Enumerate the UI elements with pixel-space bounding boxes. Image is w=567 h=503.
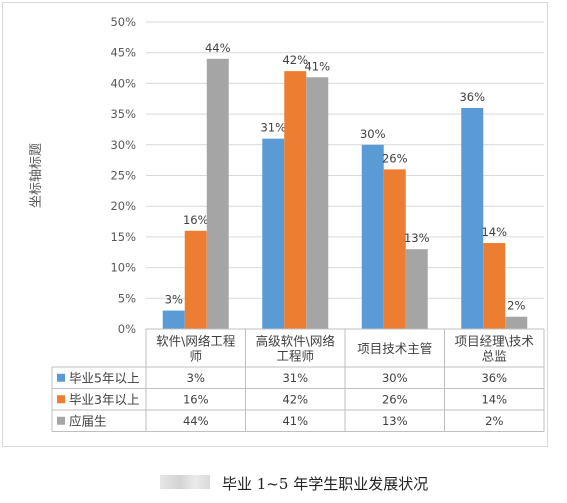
data-label: 3% [165, 293, 183, 307]
data-label: 2% [507, 299, 525, 313]
data-label: 41% [304, 59, 330, 73]
bar [206, 58, 229, 330]
bar [483, 243, 506, 329]
data-label: 13% [404, 231, 430, 245]
legend-label: 应届生 [69, 413, 107, 428]
data-label: 31% [260, 121, 286, 135]
table-cell: 16% [183, 392, 209, 406]
figure-caption: 毕业 1~5 年学生职业发展状况 [0, 470, 567, 496]
bar [284, 71, 307, 330]
bar [262, 138, 285, 329]
table-cell: 3% [187, 371, 205, 385]
table-cell: 36% [481, 371, 507, 385]
bar [405, 249, 428, 329]
category-label: 高级软件\网络 [256, 334, 336, 349]
table-cell: 41% [282, 414, 308, 428]
y-tick-label: 30% [110, 138, 136, 152]
legend-key [57, 416, 65, 425]
data-label: 36% [459, 90, 485, 104]
table-cell: 13% [382, 414, 408, 428]
bar [184, 230, 207, 329]
legend-key [57, 373, 65, 382]
data-label: 14% [481, 225, 507, 239]
data-label: 30% [360, 127, 386, 141]
table-cell: 44% [183, 414, 209, 428]
table-cell: 30% [382, 371, 408, 385]
y-tick-label: 35% [110, 107, 136, 121]
y-axis-title: 坐标轴标题 [29, 143, 44, 208]
blurred-figure-number [160, 475, 210, 489]
bar [361, 144, 384, 329]
y-tick-label: 50% [110, 15, 136, 29]
y-tick-label: 10% [110, 261, 136, 275]
data-label: 16% [183, 213, 209, 227]
y-tick-label: 0% [118, 322, 136, 336]
bar [306, 77, 329, 329]
legend-label: 毕业3年以上 [69, 392, 139, 407]
bar [162, 310, 185, 329]
bar [383, 169, 406, 329]
category-label: 总监 [482, 349, 507, 364]
bar-chart: 0% 5% 10% 15% 20% 25% 30% 35% 40% 45% 50% 坐标轴标题 3% 31… [29, 15, 545, 432]
category-label: 软件\网络工程 [156, 334, 236, 349]
table-cell: 31% [282, 371, 308, 385]
category-label: 项目技术主管 [357, 341, 432, 356]
bar [505, 316, 528, 329]
data-label: 42% [282, 53, 308, 67]
category-label: 工程师 [276, 349, 314, 364]
category-label: 师 [189, 349, 202, 364]
y-tick-label: 25% [110, 169, 136, 183]
y-tick-label: 40% [110, 76, 136, 90]
table-cell: 2% [485, 414, 503, 428]
legend-key [57, 395, 65, 404]
bar [461, 107, 484, 330]
y-tick-label: 15% [110, 230, 136, 244]
y-tick-label: 45% [110, 46, 136, 60]
y-tick-label: 5% [118, 291, 136, 305]
y-tick-label: 20% [110, 199, 136, 213]
caption-text: 毕业 1~5 年学生职业发展状况 [222, 475, 429, 493]
data-label: 44% [205, 41, 231, 55]
legend-label: 毕业5年以上 [69, 370, 139, 385]
table-cell: 26% [382, 392, 408, 406]
data-label: 26% [382, 151, 408, 165]
chart-frame: 0% 5% 10% 15% 20% 25% 30% 35% 40% 45% 50% 坐标轴标题 3% 31… [2, 2, 548, 447]
table-cell: 42% [282, 392, 308, 406]
category-label: 项目经理\技术 [455, 334, 535, 349]
table-cell: 14% [481, 392, 507, 406]
